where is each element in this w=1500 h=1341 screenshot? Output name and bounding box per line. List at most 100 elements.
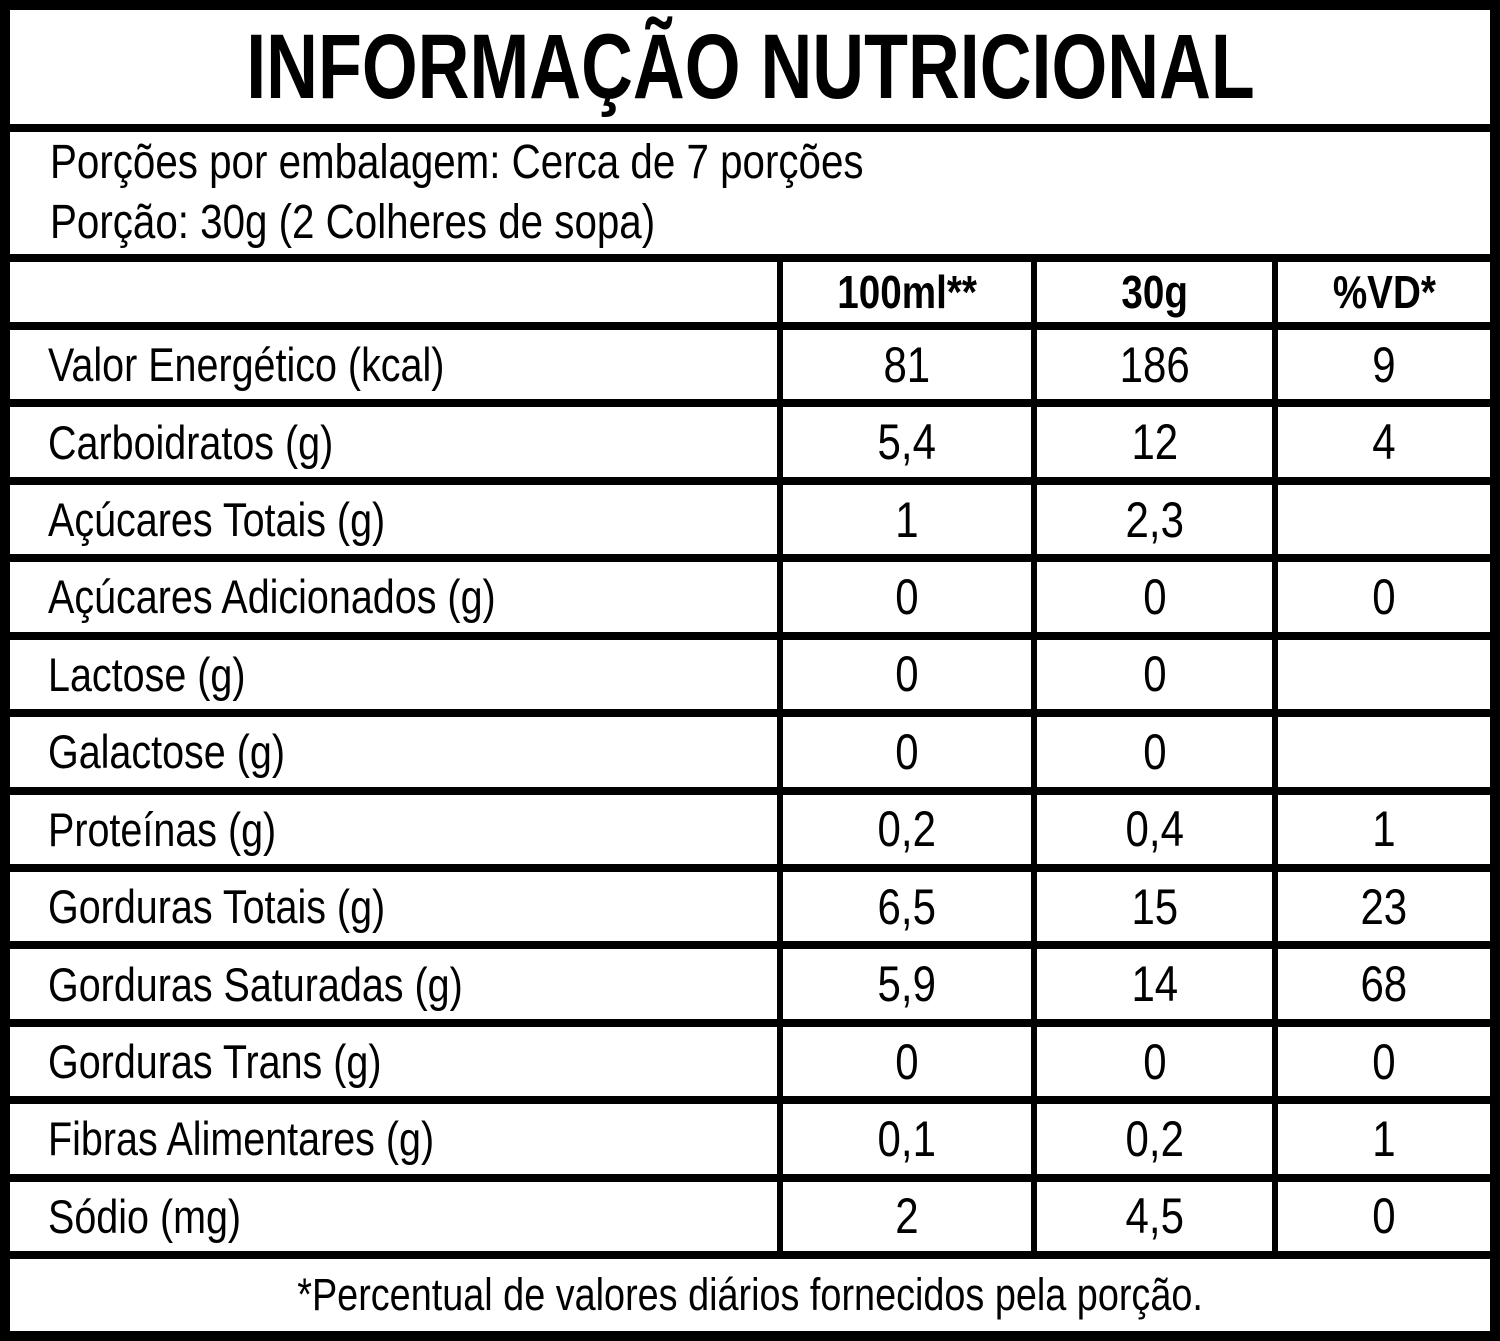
value-cell-100ml: 0 (783, 562, 1031, 632)
value-cell-100ml: 6,5 (783, 871, 1031, 942)
value-100ml: 0,2 (877, 801, 937, 858)
value-cell-30g: 0,2 (1037, 1104, 1272, 1174)
value-cell-vd: 68 (1278, 949, 1490, 1019)
footnote-text: *Percentual de valores diários fornecido… (297, 1269, 1203, 1320)
value-100ml: 0 (895, 646, 919, 703)
value-cell-100ml: 0 (783, 717, 1031, 787)
value-100ml: 1 (895, 491, 919, 548)
value-cell-100ml: 81 (783, 330, 1031, 400)
nutrient-label-cell: Fibras Alimentares (g) (10, 1104, 777, 1174)
table-row: Proteínas (g) 0,2 0,4 1 (10, 794, 1490, 864)
value-100ml: 0 (895, 568, 919, 625)
table-header-row: 100ml** 30g %VD* (10, 262, 1490, 322)
value-30g: 186 (1119, 336, 1190, 393)
nutrient-label-cell: Gorduras Trans (g) (10, 1026, 777, 1097)
value-cell-30g: 14 (1037, 949, 1272, 1019)
value-cell-30g: 15 (1037, 871, 1272, 942)
nutrient-label: Sódio (mg) (48, 1189, 242, 1243)
nutrient-label: Açúcares Adicionados (g) (48, 570, 496, 624)
value-vd: 23 (1360, 878, 1408, 935)
header-blank-cell (10, 262, 777, 322)
nutrient-label: Fibras Alimentares (g) (48, 1112, 435, 1166)
table-row: Açúcares Totais (g) 1 2,3 (10, 484, 1490, 555)
value-30g: 14 (1131, 956, 1178, 1013)
value-cell-30g: 4,5 (1037, 1181, 1272, 1252)
table-row: Fibras Alimentares (g) 0,1 0,2 1 (10, 1104, 1490, 1174)
value-30g: 15 (1131, 878, 1178, 935)
table-row: Galactose (g) 0 0 (10, 717, 1490, 787)
nutrient-label-cell: Gorduras Saturadas (g) (10, 949, 777, 1019)
value-cell-vd: 0 (1278, 1026, 1490, 1097)
nutrient-label-cell: Gorduras Totais (g) (10, 871, 777, 942)
table-row: Gorduras Trans (g) 0 0 0 (10, 1026, 1490, 1097)
value-cell-100ml: 0,1 (783, 1104, 1031, 1174)
page-title: INFORMAÇÃO NUTRICIONAL (245, 15, 1255, 118)
value-cell-vd: 1 (1278, 1104, 1490, 1174)
value-cell-100ml: 0 (783, 1026, 1031, 1097)
value-cell-vd: 0 (1278, 562, 1490, 632)
value-100ml: 5,9 (877, 956, 937, 1013)
serving-info-section: Porções por embalagem: Cerca de 7 porçõe… (10, 132, 1490, 254)
servings-per-package-text: Porções por embalagem: Cerca de 7 porçõe… (50, 135, 864, 189)
nutrient-label: Proteínas (g) (48, 802, 277, 856)
nutrient-label-cell: Sódio (mg) (10, 1181, 777, 1252)
value-cell-100ml: 0 (783, 639, 1031, 710)
value-cell-vd: 9 (1278, 330, 1490, 400)
value-30g: 0 (1142, 723, 1167, 780)
header-cell-vd: %VD* (1278, 262, 1490, 322)
header-cell-100ml: 100ml** (783, 262, 1031, 322)
value-cell-vd: 23 (1278, 871, 1490, 942)
value-100ml: 2 (895, 1188, 919, 1245)
column-header-vd: %VD* (1332, 266, 1436, 318)
table-row: Carboidratos (g) 5,4 12 4 (10, 407, 1490, 477)
value-vd: 0 (1372, 1033, 1396, 1090)
value-vd: 4 (1372, 414, 1396, 471)
nutrient-label: Carboidratos (g) (48, 415, 334, 469)
value-30g: 0 (1142, 646, 1167, 703)
nutrient-label: Galactose (g) (48, 725, 285, 779)
column-header-30g: 30g (1121, 266, 1188, 318)
nutrient-label: Lactose (g) (48, 647, 246, 701)
value-30g: 0,4 (1125, 801, 1184, 858)
value-cell-30g: 0 (1037, 639, 1272, 710)
value-cell-100ml: 5,9 (783, 949, 1031, 1019)
value-100ml: 6,5 (877, 878, 937, 935)
table-row: Açúcares Adicionados (g) 0 0 0 (10, 562, 1490, 632)
value-30g: 0 (1142, 1033, 1167, 1090)
value-100ml: 0 (895, 1033, 919, 1090)
value-cell-30g: 2,3 (1037, 484, 1272, 555)
value-cell-30g: 12 (1037, 407, 1272, 477)
value-cell-100ml: 0,2 (783, 794, 1031, 864)
value-cell-vd (1278, 639, 1490, 710)
nutrient-label-cell: Carboidratos (g) (10, 407, 777, 477)
value-cell-30g: 0 (1037, 1026, 1272, 1097)
value-30g: 0,2 (1125, 1110, 1184, 1167)
value-vd: 0 (1372, 1188, 1396, 1245)
value-30g: 12 (1131, 414, 1178, 471)
title-bar: INFORMAÇÃO NUTRICIONAL (10, 10, 1490, 124)
header-cell-30g: 30g (1037, 262, 1272, 322)
value-cell-100ml: 2 (783, 1181, 1031, 1252)
nutrient-label: Gorduras Trans (g) (48, 1035, 382, 1088)
table-row: Sódio (mg) 2 4,5 0 (10, 1181, 1490, 1252)
value-cell-100ml: 5,4 (783, 407, 1031, 477)
value-cell-30g: 0 (1037, 717, 1272, 787)
column-header-100ml: 100ml** (837, 266, 977, 318)
value-cell-vd: 0 (1278, 1181, 1490, 1252)
table-row: Lactose (g) 0 0 (10, 639, 1490, 710)
value-100ml: 5,4 (877, 414, 937, 471)
value-cell-vd (1278, 484, 1490, 555)
value-cell-30g: 186 (1037, 330, 1272, 400)
serving-size-text: Porção: 30g (2 Colheres de sopa) (50, 196, 656, 249)
nutrient-label-cell: Açúcares Totais (g) (10, 484, 777, 555)
value-vd: 1 (1372, 1110, 1396, 1167)
value-vd: 9 (1372, 336, 1396, 393)
table-body: Valor Energético (kcal) 81 186 9 Carboid… (10, 330, 1490, 1252)
value-30g: 0 (1142, 568, 1167, 625)
value-30g: 2,3 (1125, 491, 1184, 548)
value-cell-vd: 1 (1278, 794, 1490, 864)
footnote-bar: *Percentual de valores diários fornecido… (10, 1259, 1490, 1331)
table-row: Gorduras Totais (g) 6,5 15 23 (10, 871, 1490, 942)
nutrient-label-cell: Lactose (g) (10, 639, 777, 710)
value-cell-30g: 0 (1037, 562, 1272, 632)
